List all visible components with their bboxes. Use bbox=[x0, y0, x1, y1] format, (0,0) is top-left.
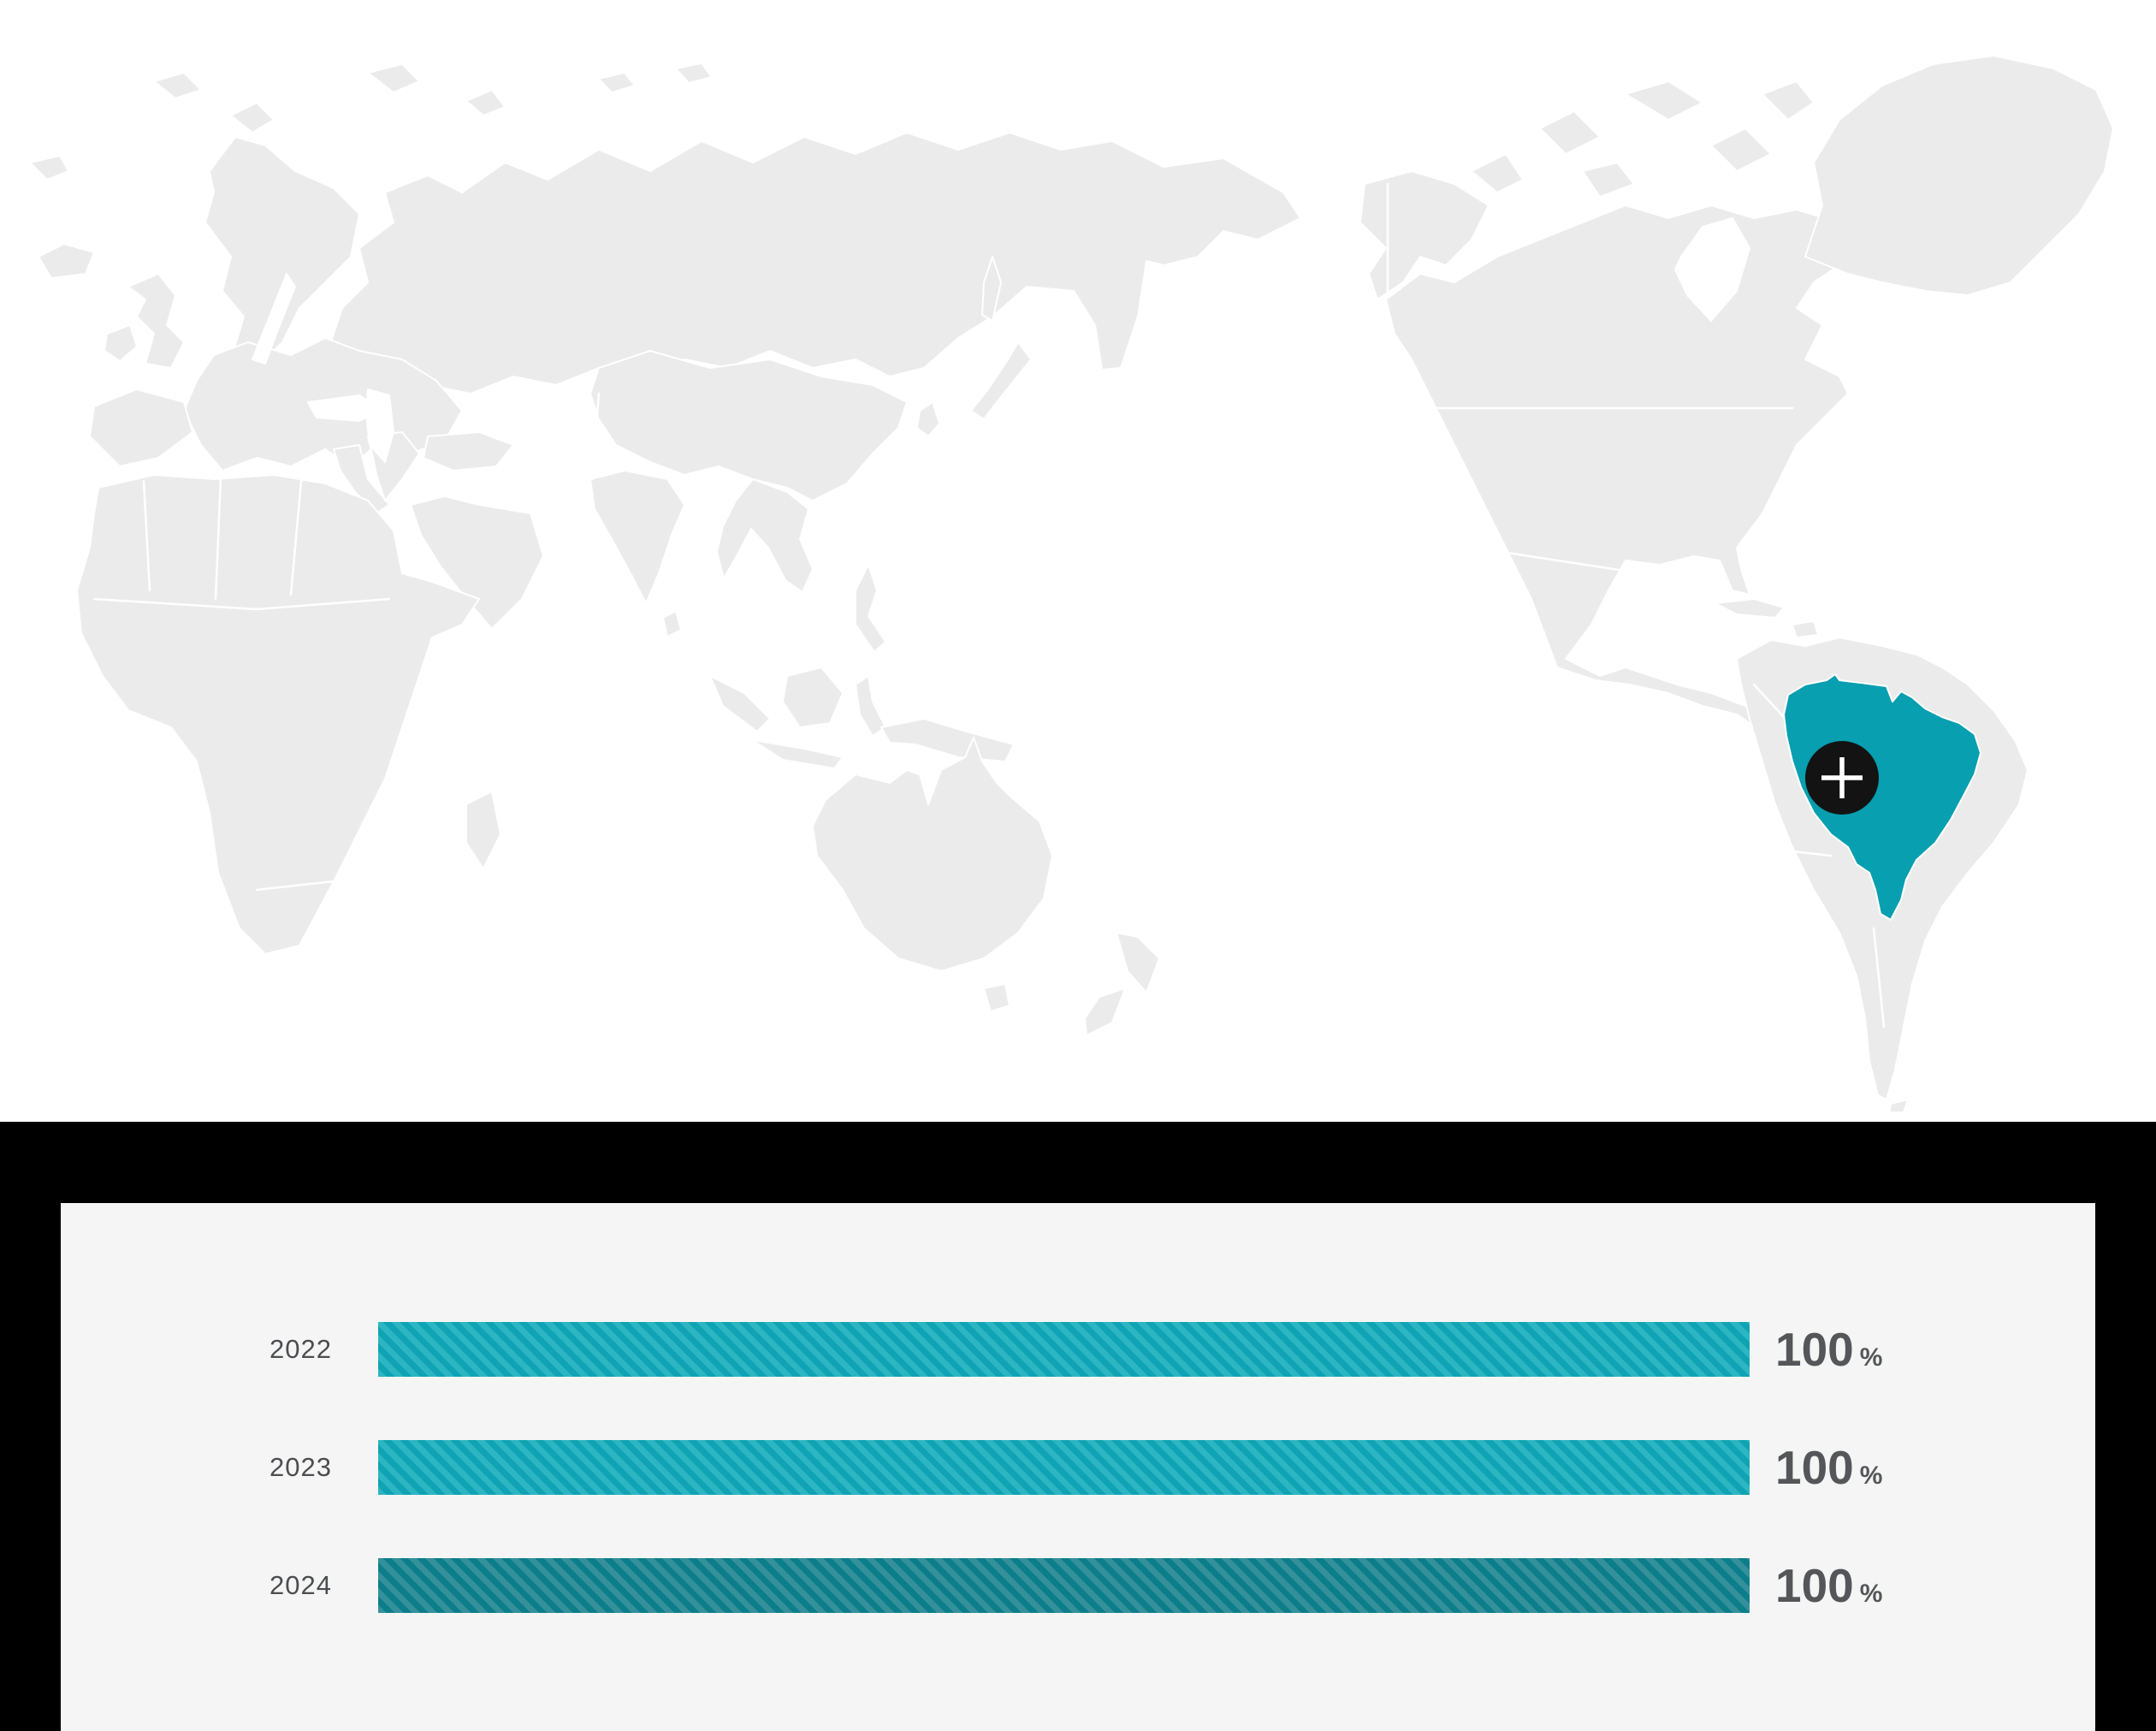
year-label: 2023 bbox=[270, 1452, 332, 1482]
value-number: 100 bbox=[1775, 1322, 1854, 1376]
madagascar bbox=[465, 791, 501, 869]
bar-track bbox=[378, 1558, 1750, 1613]
bar-track bbox=[378, 1322, 1750, 1377]
value-label: 100 % bbox=[1775, 1562, 1882, 1609]
japan bbox=[970, 341, 1032, 420]
year-label: 2024 bbox=[270, 1570, 332, 1600]
australia bbox=[812, 737, 1053, 972]
indochina bbox=[716, 478, 814, 593]
cuba bbox=[1715, 598, 1785, 619]
bar-2022 bbox=[378, 1322, 1750, 1377]
map-expand-button[interactable] bbox=[1805, 741, 1879, 815]
alaska bbox=[1359, 170, 1490, 300]
percent-sign: % bbox=[1859, 1579, 1883, 1608]
hispaniola bbox=[1792, 620, 1819, 638]
arabia bbox=[410, 495, 544, 630]
new-guinea bbox=[880, 718, 1015, 762]
ireland bbox=[104, 324, 138, 362]
korea bbox=[916, 401, 940, 437]
value-number: 100 bbox=[1775, 1440, 1854, 1494]
sri-lanka bbox=[662, 610, 682, 637]
iceland bbox=[38, 243, 95, 279]
java bbox=[752, 739, 844, 769]
year-label: 2022 bbox=[270, 1334, 332, 1364]
scandinavia bbox=[204, 136, 360, 369]
iberia bbox=[89, 388, 193, 467]
sumatra bbox=[709, 675, 771, 732]
plus-icon bbox=[1821, 757, 1863, 798]
caspian-sea bbox=[365, 388, 394, 463]
percent-sign: % bbox=[1859, 1461, 1883, 1490]
sakhalin bbox=[981, 256, 1002, 322]
russia bbox=[324, 132, 1301, 394]
new-zealand-south bbox=[1084, 987, 1126, 1036]
chart-panel: 2022 100 % 2023 100 % 2024 bbox=[61, 1203, 2095, 1731]
new-zealand-north bbox=[1116, 932, 1160, 993]
philippines bbox=[855, 564, 886, 653]
borneo bbox=[782, 667, 844, 728]
continents bbox=[29, 55, 2114, 1113]
bar-2024 bbox=[378, 1558, 1750, 1613]
north-america bbox=[1385, 205, 1866, 735]
china bbox=[589, 350, 908, 501]
brazil-region-highlight[interactable] bbox=[1783, 673, 1981, 921]
bar-track bbox=[378, 1440, 1750, 1495]
tasmania bbox=[983, 983, 1010, 1012]
bar-2023 bbox=[378, 1440, 1750, 1495]
india bbox=[589, 470, 685, 604]
hudson-bay bbox=[1674, 217, 1750, 322]
bar-row-2023: 2023 100 % bbox=[61, 1440, 2095, 1495]
greenland bbox=[1804, 55, 2114, 296]
percent-sign: % bbox=[1859, 1343, 1883, 1372]
value-number: 100 bbox=[1775, 1558, 1854, 1612]
chart-frame: 2022 100 % 2023 100 % 2024 bbox=[0, 1122, 2156, 1731]
turkey bbox=[423, 431, 514, 471]
world-map bbox=[29, 55, 2114, 1113]
value-label: 100 % bbox=[1775, 1440, 1883, 1494]
africa bbox=[76, 474, 480, 955]
united-kingdom bbox=[127, 273, 185, 369]
value-label: 100 % bbox=[1775, 1322, 1883, 1376]
country-borders bbox=[92, 182, 1886, 1029]
italy bbox=[333, 444, 390, 514]
tierra-del-fuego bbox=[1888, 1099, 1909, 1113]
world-map-section bbox=[29, 55, 2114, 1113]
baltic-sea bbox=[252, 273, 296, 365]
bar-row-2022: 2022 100 % bbox=[61, 1322, 2095, 1377]
bar-row-2024: 2024 100 % bbox=[61, 1558, 2095, 1613]
